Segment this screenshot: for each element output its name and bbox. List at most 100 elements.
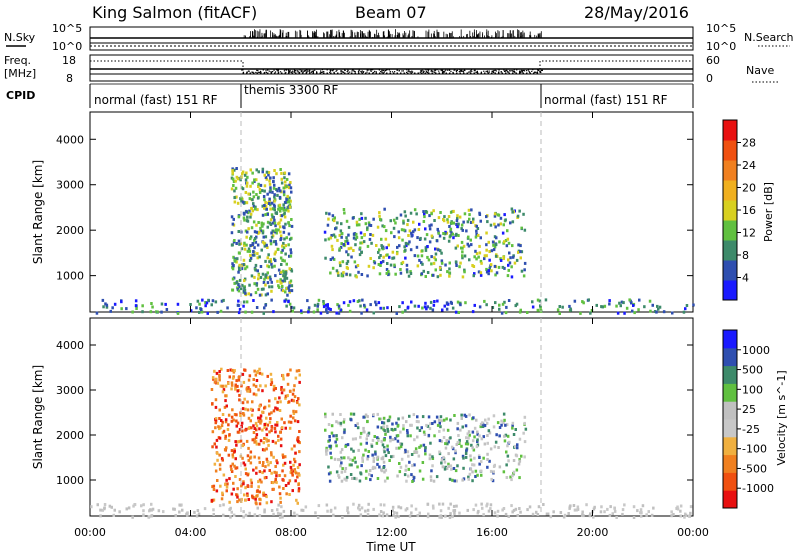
- heatmap-cell: [378, 465, 381, 469]
- heatmap-cell: [211, 402, 214, 406]
- heatmap-cell: [498, 307, 501, 311]
- heatmap-cell: [452, 467, 456, 470]
- heatmap-cell: [395, 216, 399, 220]
- nave-dot: [270, 71, 273, 73]
- heatmap-cell: [423, 305, 427, 309]
- heatmap-cell: [406, 434, 409, 438]
- heatmap-cell: [469, 221, 473, 224]
- heatmap-cell: [476, 432, 479, 436]
- heatmap-cell: [496, 509, 500, 513]
- heatmap-cell: [456, 421, 460, 425]
- heatmap-cell: [499, 257, 502, 261]
- heatmap-cell: [257, 419, 261, 423]
- heatmap-cell: [354, 237, 357, 241]
- heatmap-cell: [108, 504, 112, 508]
- heatmap-cell: [235, 242, 238, 245]
- heatmap-cell: [237, 251, 241, 255]
- heatmap-cell: [336, 303, 339, 307]
- heatmap-cell: [211, 376, 215, 380]
- heatmap-cell: [210, 388, 214, 391]
- heatmap-cell: [272, 388, 276, 392]
- heatmap-cell: [426, 245, 429, 248]
- heatmap-cell: [406, 306, 410, 310]
- heatmap-cell: [335, 311, 338, 315]
- heatmap-cell: [495, 236, 498, 240]
- heatmap-cell: [464, 455, 468, 459]
- heatmap-cell: [324, 412, 327, 416]
- heatmap-cell: [249, 168, 252, 172]
- heatmap-cell: [380, 237, 383, 241]
- heatmap-cell: [656, 304, 659, 308]
- nave-dot: [526, 70, 528, 72]
- heatmap-cell: [300, 309, 303, 313]
- heatmap-cell: [494, 243, 498, 247]
- heatmap-cell: [407, 474, 410, 478]
- heatmap-cell: [587, 298, 590, 302]
- colorbar-tick-label: -1000: [742, 482, 774, 495]
- heatmap-cell: [351, 216, 355, 220]
- heatmap-cell: [278, 203, 282, 207]
- heatmap-cell: [403, 245, 406, 249]
- nave-dot: [527, 69, 529, 71]
- heatmap-cell: [252, 378, 255, 381]
- heatmap-cell: [447, 452, 450, 456]
- heatmap-cell: [511, 220, 515, 224]
- heatmap-cell: [99, 508, 102, 512]
- heatmap-cell: [473, 255, 476, 259]
- nave-dot: [498, 71, 500, 73]
- heatmap-cell: [150, 508, 153, 512]
- heatmap-cell: [463, 270, 466, 274]
- heatmap-cell: [670, 514, 673, 518]
- heatmap-cell: [447, 440, 450, 444]
- heatmap-cell: [240, 483, 243, 487]
- heatmap-cell: [536, 513, 540, 516]
- heatmap-cell: [507, 459, 510, 463]
- colorbar-swatch: [723, 419, 737, 438]
- heatmap-cell: [269, 383, 273, 386]
- heatmap-cell: [248, 388, 252, 392]
- heatmap-cell: [423, 212, 426, 216]
- heatmap-cell: [133, 503, 137, 506]
- heatmap-cell: [215, 489, 219, 493]
- nave-dot: [458, 70, 460, 73]
- heatmap-cell: [234, 385, 237, 389]
- heatmap-cell: [650, 513, 654, 517]
- heatmap-cell: [603, 510, 606, 514]
- heatmap-cell: [524, 427, 528, 431]
- heatmap-cell: [473, 435, 476, 439]
- heatmap-cell: [379, 254, 382, 257]
- heatmap-cell: [244, 472, 248, 476]
- nave-dot: [406, 69, 408, 71]
- heatmap-cell: [241, 444, 245, 448]
- heatmap-cell: [353, 476, 356, 480]
- heatmap-cell: [377, 250, 380, 254]
- heatmap-cell: [476, 430, 479, 434]
- y-tick-label: 3000: [56, 179, 84, 192]
- heatmap-cell: [478, 251, 482, 255]
- heatmap-cell: [549, 515, 553, 519]
- heatmap-cell: [229, 464, 233, 468]
- heatmap-cell: [269, 207, 272, 211]
- heatmap-cell: [251, 408, 254, 412]
- heatmap-cell: [258, 404, 261, 408]
- nave-dot: [293, 71, 295, 73]
- heatmap-cell: [255, 393, 258, 397]
- nave-dot: [378, 69, 380, 71]
- nave-dot: [539, 70, 542, 72]
- heatmap-cell: [476, 440, 479, 443]
- heatmap-cell: [258, 371, 262, 375]
- heatmap-cell: [252, 204, 256, 208]
- heatmap-cell: [475, 252, 479, 256]
- heatmap-cell: [253, 369, 256, 373]
- heatmap-cell: [274, 477, 277, 481]
- heatmap-cell: [216, 451, 219, 455]
- heatmap-cell: [445, 467, 449, 470]
- colorbar-tick-label: 8: [742, 249, 749, 262]
- heatmap-cell: [270, 509, 274, 512]
- nave-dot: [421, 70, 423, 73]
- heatmap-cell: [414, 447, 418, 451]
- x-tick-label: 12:00: [376, 526, 408, 539]
- heatmap-cell: [280, 417, 283, 421]
- heatmap-cell: [204, 301, 207, 304]
- heatmap-cell: [242, 482, 245, 486]
